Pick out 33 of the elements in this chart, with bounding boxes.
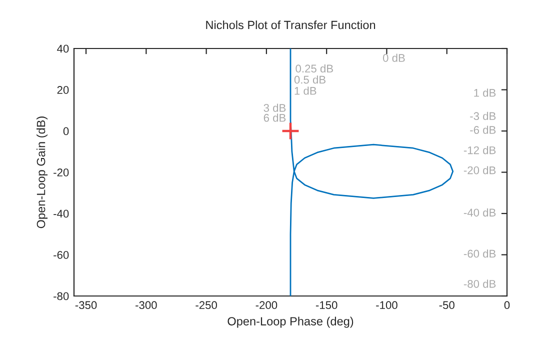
x-tick-label: 0: [504, 301, 510, 310]
annotation: -6 dB: [470, 126, 496, 134]
annotation: 0.5 dB: [294, 75, 326, 84]
y-tick-label: 0: [63, 127, 69, 136]
x-tick-label: -50: [439, 301, 454, 310]
x-tick-label: -250: [196, 301, 217, 310]
x-axis-title: Open-Loop Phase (deg): [228, 316, 354, 328]
annotation: 1 dB: [474, 88, 496, 97]
annotation: -20 dB: [464, 166, 496, 174]
x-tick-label: -200: [256, 301, 278, 310]
annotation: 6 dB: [264, 114, 286, 122]
y-tick-label: -20: [54, 168, 69, 176]
y-tick-label: -40: [54, 210, 69, 218]
x-tick-label: -100: [376, 301, 398, 310]
line-series: [290, 48, 454, 296]
annotation: 0 dB: [382, 54, 405, 62]
y-tick-label: -60: [54, 251, 69, 259]
y-axis-title: Open-Loop Gain (dB): [36, 116, 48, 228]
y-tick-label: -80: [54, 292, 69, 300]
annotation: -60 dB: [464, 249, 496, 258]
chart-title: Nichols Plot of Transfer Function: [206, 20, 376, 30]
y-tick-label: 40: [57, 44, 69, 53]
annotation: -3 dB: [470, 112, 496, 120]
annotation: 0.25 dB: [296, 64, 333, 73]
x-tick-label: -150: [316, 301, 338, 310]
annotation: 1 dB: [294, 86, 316, 95]
x-tick-label: -300: [136, 301, 157, 310]
x-tick-label: -350: [75, 301, 97, 310]
annotation: 3 dB: [264, 104, 286, 112]
annotation: -40 dB: [464, 208, 496, 217]
annotation: -12 dB: [464, 146, 496, 154]
y-tick-label: 20: [57, 86, 69, 94]
annotation: -80 dB: [464, 280, 496, 288]
